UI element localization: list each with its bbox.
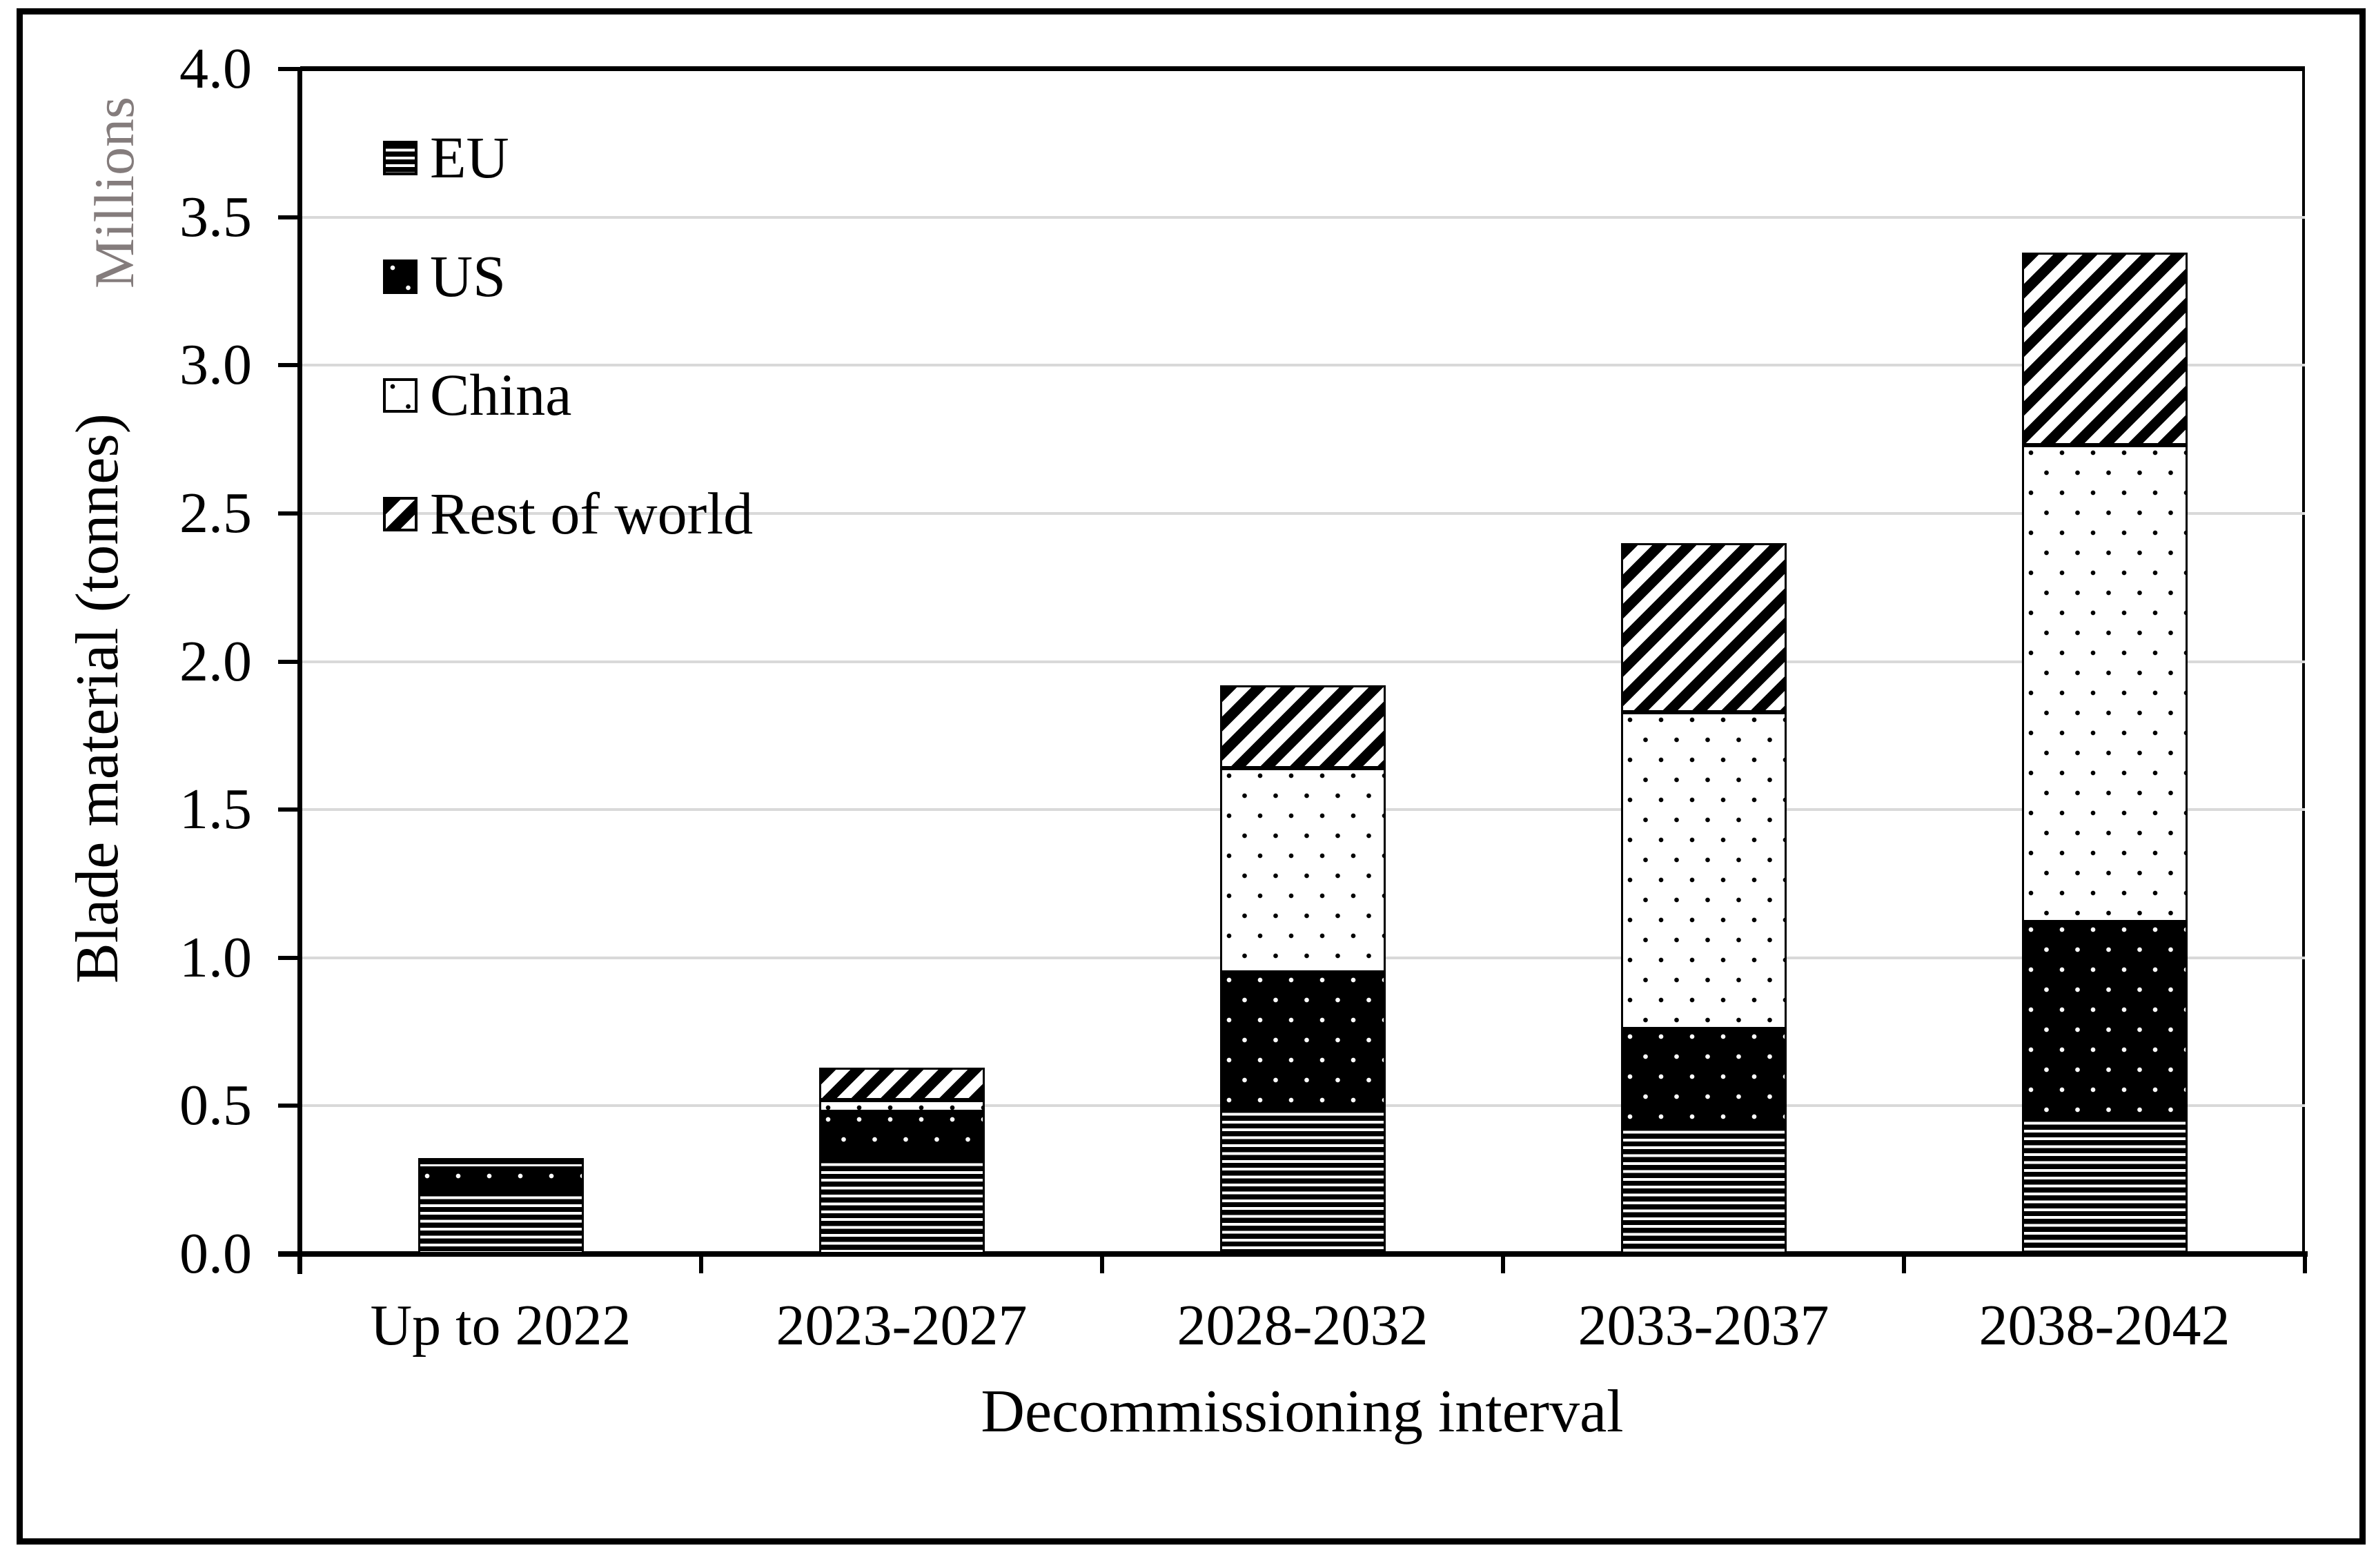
y-tick-label-0.0: 0.0 — [179, 1222, 252, 1286]
gridline-y-2.5 — [300, 511, 2305, 515]
y-tick-label-4.0: 4.0 — [179, 37, 252, 101]
x-tick-label-2033-2037: 2033-2037 — [1578, 1293, 1829, 1358]
y-tick-label-3.5: 3.5 — [179, 184, 252, 249]
bar-segment-rest-of-world — [1620, 543, 1787, 712]
bar-up-to-2022 — [418, 1158, 584, 1254]
legend-marker-china-pattern-icon — [383, 378, 418, 413]
bar-2028-2032 — [1219, 685, 1386, 1254]
bar-segment-us — [2021, 922, 2188, 1115]
bar-segment-us — [818, 1112, 985, 1156]
gridline-y-3.0 — [300, 364, 2305, 367]
gridline-y-3.5 — [300, 215, 2305, 219]
legend-marker-rest-of-world-pattern-icon — [383, 497, 418, 531]
bar-segment-china — [2021, 445, 2188, 922]
y-tick-label-2.5: 2.5 — [179, 480, 252, 545]
x-axis-tick-5 — [2303, 1254, 2307, 1273]
y-axis-tick-0.0 — [278, 1252, 300, 1256]
x-axis-tick-2 — [1100, 1254, 1104, 1273]
bar-2038-2042 — [2021, 253, 2188, 1254]
plot-top-border — [300, 66, 2305, 71]
bar-2023-2027 — [818, 1068, 985, 1254]
y-axis-tick-3.5 — [278, 215, 300, 219]
bar-segment-china — [1219, 768, 1386, 972]
x-axis-tick-1 — [699, 1254, 703, 1273]
y-axis-tick-3.0 — [278, 363, 300, 368]
bar-segment-us — [1219, 972, 1386, 1106]
x-axis-tick-3 — [1501, 1254, 1505, 1273]
x-tick-label-2028-2032: 2028-2032 — [1177, 1293, 1428, 1358]
bar-segment-eu — [1620, 1124, 1787, 1254]
x-axis-title: Decommissioning interval — [981, 1378, 1624, 1445]
legend-marker-eu-pattern-icon — [383, 141, 418, 175]
bar-segment-eu — [818, 1156, 985, 1254]
legend-label-china: China — [430, 362, 572, 428]
y-axis-tick-0.5 — [278, 1104, 300, 1108]
gridline-y-2.0 — [300, 660, 2305, 663]
y-axis-tick-2.5 — [278, 511, 300, 516]
y-axis-tick-2.0 — [278, 659, 300, 664]
bar-segment-china — [418, 1162, 584, 1168]
y-tick-label-3.0: 3.0 — [179, 333, 252, 398]
y-tick-label-0.5: 0.5 — [179, 1073, 252, 1138]
bar-segment-rest-of-world — [418, 1158, 584, 1162]
y-axis-tick-1.0 — [278, 955, 300, 960]
x-axis-line — [278, 1251, 2308, 1257]
y-tick-label-2.0: 2.0 — [179, 629, 252, 694]
y-axis-line — [297, 69, 302, 1274]
bar-segment-rest-of-world — [1219, 685, 1386, 768]
bar-segment-rest-of-world — [818, 1068, 985, 1100]
y-axis-tick-4.0 — [278, 67, 300, 71]
x-tick-label-up-to-2022: Up to 2022 — [370, 1293, 631, 1358]
legend-label-rest-of-world: Rest of world — [430, 480, 754, 547]
bar-2033-2037 — [1620, 543, 1787, 1254]
legend-label-eu: EU — [430, 124, 509, 190]
bar-segment-eu — [1219, 1106, 1386, 1254]
x-tick-label-2023-2027: 2023-2027 — [776, 1293, 1028, 1358]
bar-segment-eu — [2021, 1115, 2188, 1254]
y-axis-tick-1.5 — [278, 807, 300, 812]
legend-marker-us-pattern-icon — [383, 259, 418, 294]
y-tick-label-1.5: 1.5 — [179, 777, 252, 842]
bar-segment-china — [1620, 712, 1787, 1029]
legend-label-us: US — [430, 243, 506, 309]
bar-segment-rest-of-world — [2021, 253, 2188, 445]
bar-segment-us — [1620, 1029, 1787, 1124]
bar-segment-china — [818, 1100, 985, 1112]
x-axis-tick-4 — [1902, 1254, 1906, 1273]
y-tick-label-1.0: 1.0 — [179, 925, 252, 990]
bar-segment-us — [418, 1168, 584, 1189]
bar-segment-eu — [418, 1189, 584, 1254]
x-tick-label-2038-2042: 2038-2042 — [1979, 1293, 2230, 1358]
